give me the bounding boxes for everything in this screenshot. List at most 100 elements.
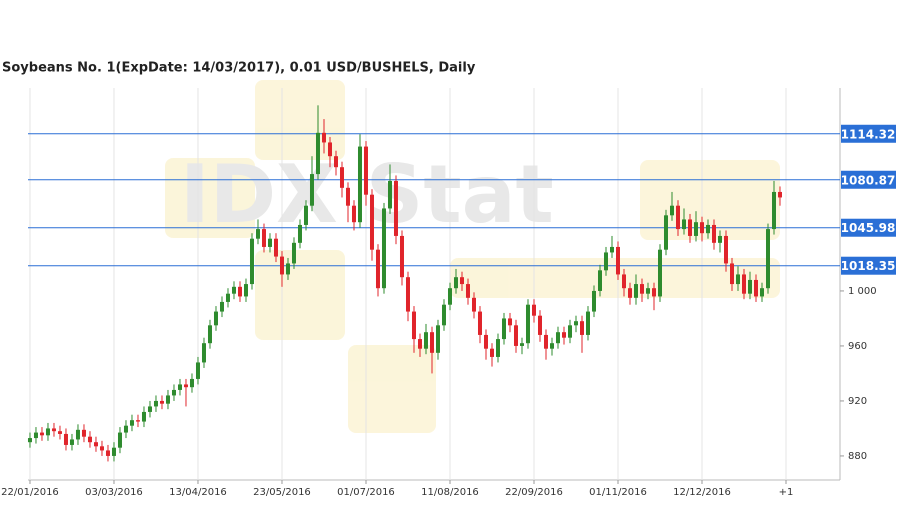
candle-body <box>417 339 422 349</box>
candle-body <box>63 433 68 445</box>
candle-body <box>507 318 512 326</box>
candle-body <box>99 446 104 451</box>
watermark-boxes <box>165 80 780 433</box>
candle-body <box>459 277 464 285</box>
candle-body <box>267 238 272 247</box>
candle-body <box>375 249 380 289</box>
candle-body <box>591 290 596 312</box>
candle-body <box>159 400 164 404</box>
candle-body <box>615 246 620 275</box>
candle-body <box>411 311 416 340</box>
candle-body <box>717 235 722 243</box>
candle-body <box>327 142 332 157</box>
candle-body <box>249 238 254 285</box>
x-tick-label: 22/01/2016 <box>1 487 59 498</box>
candle-body <box>585 311 590 335</box>
candle-body <box>561 332 566 338</box>
candle-body <box>105 450 110 456</box>
level-box <box>841 218 896 237</box>
candle-body <box>525 304 530 344</box>
candle-body <box>297 224 302 243</box>
candle-body <box>723 235 728 264</box>
candle-body <box>135 420 140 422</box>
candle-body <box>441 304 446 326</box>
candle-body <box>393 180 398 236</box>
candle-body <box>183 384 188 388</box>
candle-body <box>309 174 314 206</box>
candle-body <box>69 439 74 445</box>
candle-body <box>759 288 764 297</box>
chart-title: Soybeans No. 1(ExpDate: 14/03/2017), 0.0… <box>2 61 476 76</box>
candle-body <box>483 334 488 349</box>
candle-body <box>531 304 536 316</box>
candle-body <box>447 288 452 305</box>
candle-body <box>363 146 368 195</box>
candle-body <box>351 205 356 223</box>
candle-body <box>81 429 86 437</box>
candle-body <box>579 321 584 335</box>
candle-body <box>537 315 542 335</box>
candle-body <box>729 263 734 285</box>
candle-body <box>123 425 128 433</box>
x-tick-label: 12/12/2016 <box>673 487 731 498</box>
candle-body <box>339 167 344 188</box>
candle-body <box>243 284 248 297</box>
x-tick-label: 11/08/2016 <box>421 487 479 498</box>
candle-body <box>129 420 134 426</box>
candle-body <box>147 406 152 412</box>
candle-body <box>435 325 440 353</box>
candle-body <box>765 229 770 289</box>
candle-body <box>237 286 242 297</box>
candle-body <box>345 187 350 206</box>
candle-body <box>663 215 668 250</box>
candle-body <box>75 429 80 440</box>
candle-body <box>117 432 122 448</box>
candle-body <box>273 238 278 257</box>
candle-body <box>291 242 296 264</box>
x-tick-label: +1 <box>779 487 794 498</box>
candle-body <box>27 438 32 443</box>
candle-body <box>651 288 656 297</box>
level-label: 1045.98 <box>841 221 896 235</box>
level-box <box>841 170 896 189</box>
candle-body <box>597 270 602 291</box>
candle-body <box>357 146 362 223</box>
candle-body <box>321 132 326 143</box>
candle-body <box>303 205 308 225</box>
candle-body <box>399 235 404 278</box>
candle-body <box>489 348 494 357</box>
candle-body <box>189 378 194 388</box>
candle-body <box>777 191 782 198</box>
candle-body <box>279 256 284 275</box>
candle-body <box>423 332 428 349</box>
x-tick-label: 13/04/2016 <box>169 487 227 498</box>
candle-body <box>471 297 476 312</box>
candle-body <box>141 411 146 422</box>
candle-body <box>645 288 650 294</box>
candle-body <box>369 194 374 250</box>
candle-body <box>477 311 482 335</box>
candle-body <box>639 284 644 294</box>
candle-body <box>381 208 386 289</box>
candle-body <box>747 279 752 294</box>
candle-body <box>633 284 638 298</box>
x-tick-label: 03/03/2016 <box>85 487 143 498</box>
candle-body <box>429 332 434 353</box>
x-tick-label: 23/05/2016 <box>253 487 311 498</box>
x-tick-label: 01/07/2016 <box>337 487 395 498</box>
level-label: 1114.32 <box>841 127 896 141</box>
candle-body <box>675 205 680 230</box>
candle-body <box>495 339 500 357</box>
candle-body <box>315 132 320 175</box>
candle-body <box>195 362 200 379</box>
candle-body <box>603 252 608 271</box>
candle-body <box>735 274 740 285</box>
candle-body <box>177 384 182 390</box>
candle-body <box>387 180 392 209</box>
level-box <box>841 256 896 275</box>
candle-body <box>213 311 218 326</box>
candle-body <box>45 428 50 436</box>
candle-body <box>171 389 176 396</box>
candle-body <box>255 229 260 239</box>
